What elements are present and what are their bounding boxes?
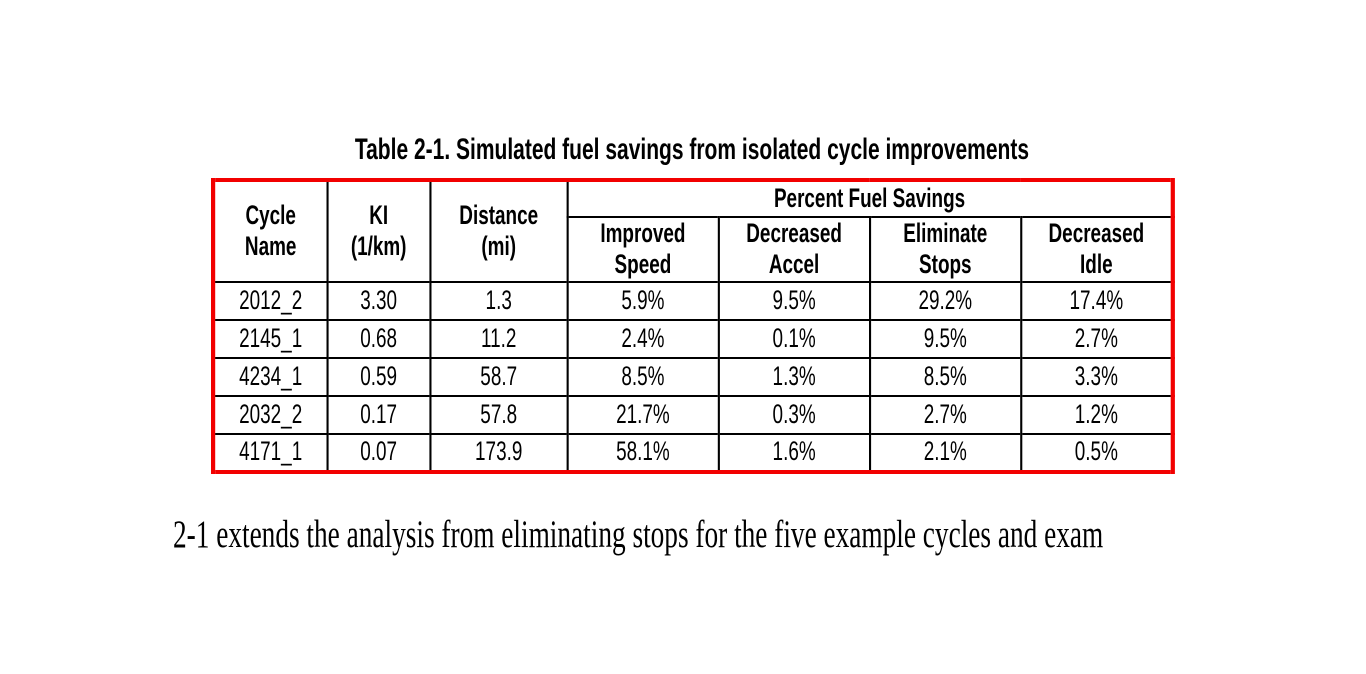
cell-decreased-idle: 0.5% [1019, 432, 1174, 473]
fuel-savings-table-frame: Cycle Name KI (1/km) Distance (mi) Perce… [211, 178, 1175, 474]
cell-decreased-idle: 17.4% [1019, 280, 1174, 321]
cell-decreased-accel: 1.3% [717, 356, 871, 397]
cell-decreased-accel: 1.6% [717, 432, 871, 473]
cell-improved-speed: 5.9% [566, 280, 720, 321]
cell-distance: 1.3 [429, 280, 569, 321]
table-row: 4171_1 0.07 173.9 58.1% 1.6% 2.1% 0.5% [212, 432, 1174, 473]
header-improved-speed: Improved Speed [566, 216, 720, 283]
table-title: Table 2-1. Simulated fuel savings from i… [354, 133, 1030, 166]
header-decreased-idle: Decreased Idle [1019, 216, 1174, 283]
cell-decreased-accel: 0.3% [717, 394, 871, 435]
cell-distance: 173.9 [429, 432, 569, 473]
table-row: 2012_2 3.30 1.3 5.9% 9.5% 29.2% 17.4% [212, 280, 1174, 321]
cell-ki: 0.17 [326, 394, 432, 435]
cell-improved-speed: 58.1% [566, 432, 720, 473]
cell-eliminate-stops: 2.1% [868, 432, 1022, 473]
cell-improved-speed: 21.7% [566, 394, 720, 435]
cell-ki: 0.68 [326, 318, 432, 359]
cell-cycle: 4171_1 [212, 432, 329, 473]
cell-cycle: 2012_2 [212, 280, 329, 321]
cell-ki: 3.30 [326, 280, 432, 321]
header-eliminate-stops: Eliminate Stops [868, 216, 1022, 283]
header-decreased-accel: Decreased Accel [717, 216, 871, 283]
cell-distance: 11.2 [429, 318, 569, 359]
cell-cycle: 2032_2 [212, 394, 329, 435]
cell-improved-speed: 2.4% [566, 318, 720, 359]
cell-eliminate-stops: 8.5% [868, 356, 1022, 397]
body-text: 2-1 extends the analysis from eliminatin… [173, 513, 1104, 556]
cell-distance: 58.7 [429, 356, 569, 397]
table-row: 2032_2 0.17 57.8 21.7% 0.3% 2.7% 1.2% [212, 394, 1174, 435]
cell-ki: 0.07 [326, 432, 432, 473]
header-ki: KI (1/km) [326, 179, 432, 283]
cell-improved-speed: 8.5% [566, 356, 720, 397]
cell-decreased-idle: 2.7% [1019, 318, 1174, 359]
cell-decreased-idle: 1.2% [1019, 394, 1174, 435]
header-row-sub: Improved Speed Decreased Accel Eliminate… [213, 216, 1174, 283]
header-cycle-name: Cycle Name [212, 179, 329, 283]
cell-decreased-idle: 3.3% [1019, 356, 1174, 397]
cell-eliminate-stops: 29.2% [868, 280, 1022, 321]
cell-cycle: 2145_1 [212, 318, 329, 359]
cell-decreased-accel: 0.1% [717, 318, 871, 359]
table-row: 2145_1 0.68 11.2 2.4% 0.1% 9.5% 2.7% [212, 318, 1174, 359]
header-row-group: Cycle Name KI (1/km) Distance (mi) Perce… [212, 179, 1174, 283]
fuel-savings-table: Cycle Name KI (1/km) Distance (mi) Perce… [211, 178, 1175, 474]
cell-decreased-accel: 9.5% [717, 280, 871, 321]
table-row: 4234_1 0.59 58.7 8.5% 1.3% 8.5% 3.3% [212, 356, 1174, 397]
cell-eliminate-stops: 9.5% [868, 318, 1022, 359]
header-distance: Distance (mi) [429, 179, 569, 283]
header-percent-fuel-savings: Percent Fuel Savings [566, 179, 1174, 218]
cell-distance: 57.8 [429, 394, 569, 435]
cell-eliminate-stops: 2.7% [868, 394, 1022, 435]
cell-ki: 0.59 [326, 356, 432, 397]
cell-cycle: 4234_1 [212, 356, 329, 397]
